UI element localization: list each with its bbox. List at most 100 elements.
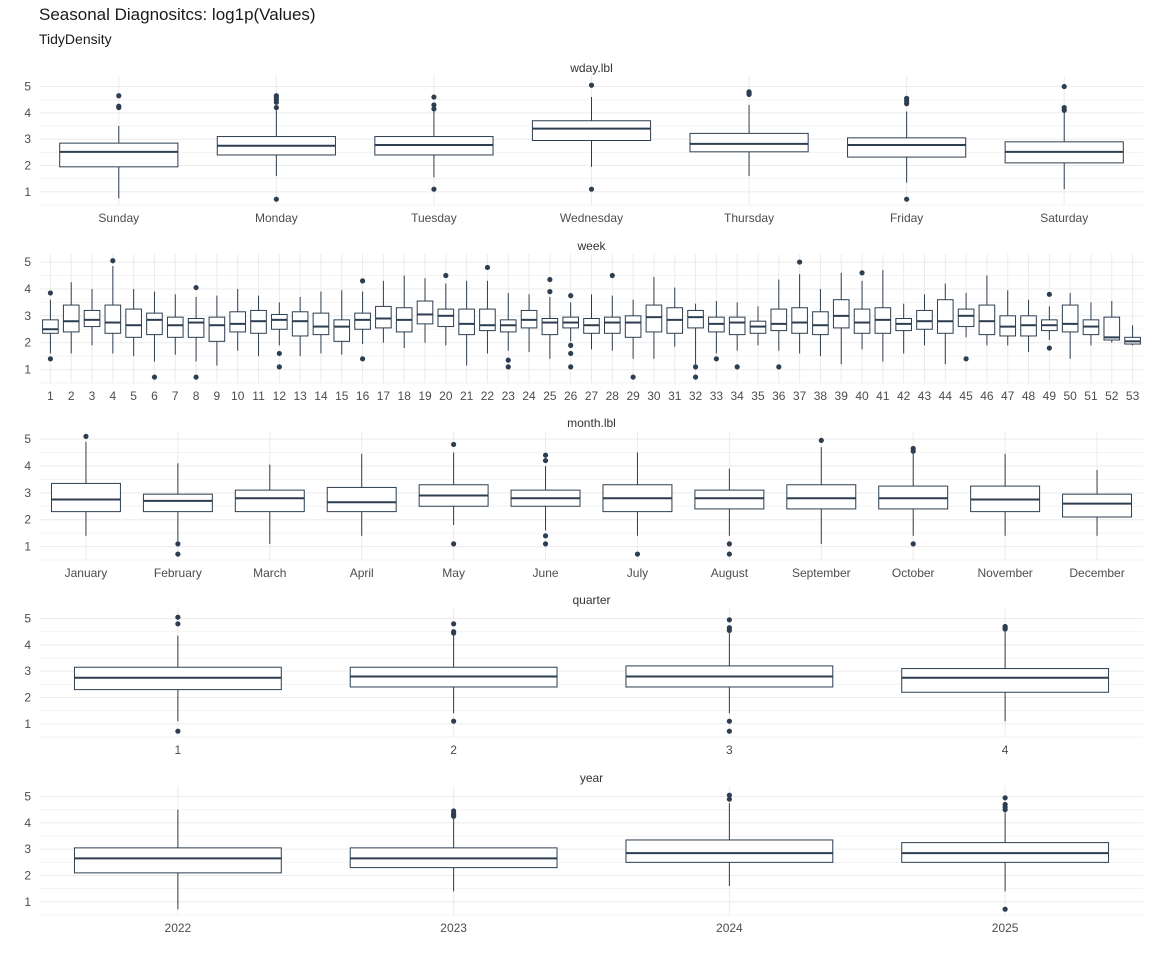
outlier-point-wday xyxy=(904,196,910,202)
outlier-point-quarter xyxy=(726,728,732,734)
x-tick-label-week: 6 xyxy=(151,389,158,403)
outlier-point-week xyxy=(505,364,511,370)
x-tick-label-week: 42 xyxy=(897,389,911,403)
x-tick-label-week: 48 xyxy=(1022,389,1036,403)
x-tick-label-week: 21 xyxy=(460,389,474,403)
outlier-point-year xyxy=(1002,906,1008,912)
outlier-point-week xyxy=(1046,291,1052,297)
x-tick-label-week: 32 xyxy=(689,389,703,403)
y-tick-label-month: 3 xyxy=(24,486,31,500)
outlier-point-quarter xyxy=(175,614,181,620)
x-tick-label-week: 12 xyxy=(273,389,287,403)
outlier-point-week xyxy=(276,350,282,357)
x-tick-label-week: 23 xyxy=(502,389,516,403)
x-tick-label-week: 34 xyxy=(730,389,744,403)
x-tick-label-wday: Friday xyxy=(890,211,923,225)
box-month xyxy=(326,486,397,513)
outlier-point-week xyxy=(776,364,782,370)
strip-label-wday: wday.lbl xyxy=(569,61,612,75)
y-tick-label-month: 1 xyxy=(24,540,31,554)
x-tick-label-week: 19 xyxy=(418,389,432,403)
outlier-point-week xyxy=(963,356,969,362)
outlier-point-month xyxy=(634,551,641,557)
outlier-point-year xyxy=(1002,795,1008,801)
x-tick-label-month: May xyxy=(442,566,465,580)
box-week xyxy=(479,308,496,332)
x-tick-label-week: 1 xyxy=(47,389,54,403)
outlier-point-month xyxy=(451,441,457,448)
outlier-point-month xyxy=(175,551,181,557)
x-tick-label-week: 38 xyxy=(814,389,828,403)
box-week xyxy=(728,316,746,336)
x-tick-label-month: March xyxy=(253,566,286,580)
box-week xyxy=(333,319,351,342)
x-tick-label-week: 44 xyxy=(939,389,953,403)
outlier-point-month xyxy=(542,457,549,464)
outlier-point-week xyxy=(193,374,199,380)
x-tick-label-week: 13 xyxy=(293,389,307,403)
x-tick-label-week: 16 xyxy=(356,389,370,403)
outlier-point-month xyxy=(726,551,732,557)
outlier-point-month xyxy=(542,533,549,539)
box-week xyxy=(1103,316,1121,341)
box-week xyxy=(416,300,434,325)
outlier-point-quarter xyxy=(451,621,457,627)
x-tick-label-month: July xyxy=(627,566,648,580)
x-tick-label-wday: Saturday xyxy=(1040,211,1088,225)
x-tick-label-week: 15 xyxy=(335,389,349,403)
x-tick-label-month: April xyxy=(350,566,374,580)
box-month xyxy=(1062,493,1133,518)
x-tick-label-week: 31 xyxy=(668,389,682,403)
x-tick-label-quarter: 4 xyxy=(1002,743,1009,757)
x-tick-label-month: October xyxy=(892,566,935,580)
outlier-point-quarter xyxy=(1002,623,1008,630)
box-month xyxy=(50,482,121,513)
outlier-point-week xyxy=(484,264,491,271)
outlier-point-week xyxy=(505,357,511,363)
outlier-point-month xyxy=(818,437,824,444)
outlier-point-month xyxy=(910,541,916,547)
x-tick-label-quarter: 1 xyxy=(175,743,182,757)
strip-label-month: month.lbl xyxy=(567,416,616,430)
box-month xyxy=(786,484,857,510)
outlier-point-wday xyxy=(116,103,122,109)
box-wday xyxy=(59,142,179,168)
box-week xyxy=(687,309,704,329)
y-tick-label-month: 4 xyxy=(24,459,31,473)
x-tick-label-week: 8 xyxy=(193,389,200,403)
outlier-point-year xyxy=(451,808,457,814)
box-week xyxy=(604,316,621,334)
x-tick-label-week: 41 xyxy=(876,389,890,403)
outlier-point-week xyxy=(797,259,803,265)
x-tick-label-month: August xyxy=(711,566,749,580)
box-week xyxy=(978,304,996,336)
outlier-point-month xyxy=(451,541,457,547)
box-week xyxy=(812,311,829,336)
outlier-point-wday xyxy=(116,93,122,99)
box-week xyxy=(229,311,247,333)
outlier-point-quarter xyxy=(726,617,732,623)
x-tick-label-week: 20 xyxy=(439,389,453,403)
box-week xyxy=(1061,304,1079,333)
y-tick-label-month: 2 xyxy=(24,513,31,527)
outlier-point-year xyxy=(1002,801,1008,808)
outlier-point-week xyxy=(568,350,574,357)
x-tick-label-week: 4 xyxy=(109,389,116,403)
outlier-point-year xyxy=(726,796,732,802)
strip-label-week: week xyxy=(576,239,606,253)
x-tick-label-week: 50 xyxy=(1063,389,1077,403)
outlier-point-week xyxy=(359,356,366,362)
x-tick-label-week: 40 xyxy=(855,389,869,403)
y-tick-label-wday: 2 xyxy=(24,159,31,173)
y-tick-label-wday: 5 xyxy=(24,80,31,94)
x-tick-label-week: 11 xyxy=(252,389,265,403)
x-tick-label-week: 5 xyxy=(130,389,137,403)
y-tick-label-month: 5 xyxy=(24,432,31,446)
box-week xyxy=(104,304,122,334)
x-tick-label-week: 39 xyxy=(835,389,849,403)
y-tick-label-year: 4 xyxy=(24,816,31,830)
y-tick-label-week: 3 xyxy=(24,309,31,323)
outlier-point-month xyxy=(542,541,549,547)
outlier-point-week xyxy=(47,356,54,362)
